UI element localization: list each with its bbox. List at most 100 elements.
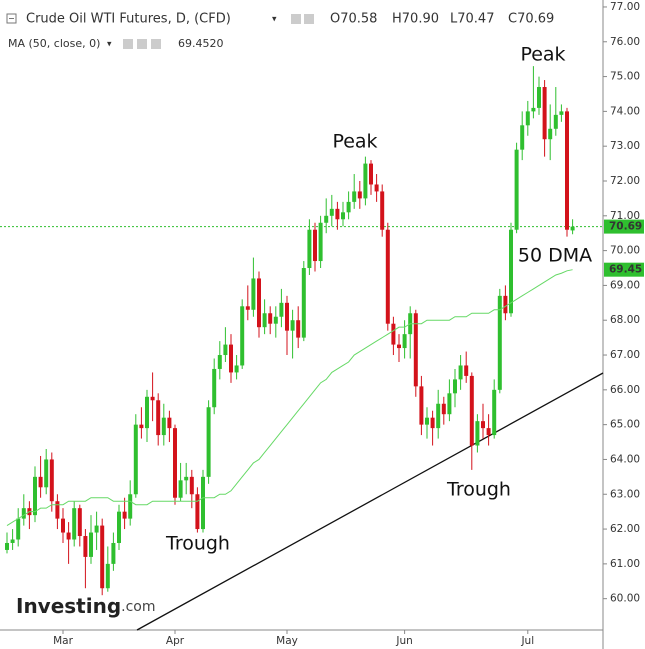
annotation: Peak (332, 131, 377, 153)
x-tick-label: Jul (520, 635, 534, 647)
dropdown-icon[interactable]: ▾ (272, 15, 277, 25)
candle-body (139, 424, 144, 429)
candle-body (481, 421, 485, 429)
candle-body (150, 396, 155, 401)
candle-body (217, 355, 222, 369)
y-tick-label: 69.00 (610, 279, 640, 291)
candle-body (257, 278, 261, 328)
candle-body (16, 518, 21, 540)
ohlc-close: C70.69 (508, 12, 554, 27)
candle-body (436, 403, 441, 429)
candle-body (324, 215, 329, 223)
candle-body (430, 417, 435, 429)
candle-body (531, 107, 536, 112)
eye-icon[interactable] (123, 39, 133, 49)
candle-body (279, 302, 284, 317)
candle-body (570, 226, 575, 231)
candle-body (374, 184, 379, 192)
candle-body (492, 389, 497, 436)
candle-body (548, 128, 553, 140)
dropdown-icon[interactable]: ▾ (107, 40, 112, 50)
y-tick-label: 72.00 (610, 175, 640, 187)
candle-body (100, 525, 105, 589)
candle-body (5, 542, 9, 550)
y-tick-label: 77.00 (610, 1, 640, 13)
y-tick-label: 60.00 (610, 593, 640, 605)
candle-body (189, 476, 194, 495)
candle-body (357, 191, 362, 199)
candle-body (413, 313, 418, 387)
y-tick-label: 61.00 (610, 558, 640, 570)
candle-body (475, 421, 480, 446)
candle-body (458, 365, 463, 380)
candle-body (173, 428, 177, 498)
ohlc-open: O70.58 (330, 12, 377, 27)
candle-body (335, 208, 340, 220)
candle-body (537, 87, 541, 108)
candle-body (111, 542, 116, 564)
y-tick-label: 70.00 (610, 245, 640, 257)
candle-body (553, 114, 558, 129)
price-box-label: 69.45 (609, 264, 642, 276)
y-tick-label: 76.00 (610, 36, 640, 48)
candle-body (497, 295, 502, 390)
ma-legend-value: 69.4520 (178, 37, 224, 50)
candle-body (245, 306, 250, 310)
annotation: 50 DMA (518, 245, 592, 267)
candle-body (313, 229, 317, 262)
candle-body (77, 508, 82, 537)
candle-body (419, 386, 424, 425)
candle-body (66, 532, 71, 540)
candle-body (559, 111, 564, 115)
x-tick-label: Mar (53, 635, 73, 647)
candle-body (229, 344, 233, 373)
candle-body (346, 201, 351, 213)
candle-body (61, 518, 65, 533)
candle-body (262, 313, 267, 328)
candle-body (105, 563, 110, 589)
price-box-label: 70.69 (609, 221, 642, 233)
chart-title: Crude Oil WTI Futures, D, (CFD) (26, 12, 231, 27)
candle-body (514, 149, 519, 230)
candle-body (44, 459, 49, 488)
eye-icon[interactable] (291, 14, 301, 24)
candle-body (223, 344, 228, 356)
candle-body (273, 316, 278, 324)
candle-body (285, 302, 289, 331)
price-box (604, 219, 644, 234)
candle-body (234, 365, 239, 373)
ma-line (6, 269, 573, 527)
candle-body (520, 125, 525, 150)
candle-body (391, 323, 396, 345)
settings-icon[interactable] (304, 14, 314, 24)
candle-body (464, 365, 469, 376)
candle-body (55, 501, 60, 519)
y-tick-label: 74.00 (610, 105, 640, 117)
close-icon[interactable] (151, 39, 161, 49)
candle-body (441, 403, 446, 415)
candle-body (469, 375, 474, 446)
candle-body (363, 163, 368, 199)
candle-body (352, 191, 357, 202)
candle-body (240, 306, 245, 366)
candle-body (161, 417, 166, 436)
candle-body (447, 393, 452, 415)
candle-body (133, 424, 138, 495)
settings-icon[interactable] (137, 39, 147, 49)
collapse-icon[interactable] (6, 13, 17, 24)
candle-body (145, 396, 149, 429)
candle-body (425, 417, 429, 425)
candle-body (195, 494, 200, 530)
candle-body (503, 295, 508, 314)
ohlc-low: L70.47 (450, 12, 494, 27)
y-tick-label: 68.00 (610, 314, 640, 326)
candle-body (369, 163, 373, 185)
candle-body (89, 532, 93, 557)
candle-body (94, 525, 99, 533)
candle-body (72, 508, 77, 540)
annotation: Trough (165, 533, 230, 555)
candle-body (402, 334, 407, 349)
candle-body (10, 539, 15, 543)
candle-body (21, 508, 26, 519)
